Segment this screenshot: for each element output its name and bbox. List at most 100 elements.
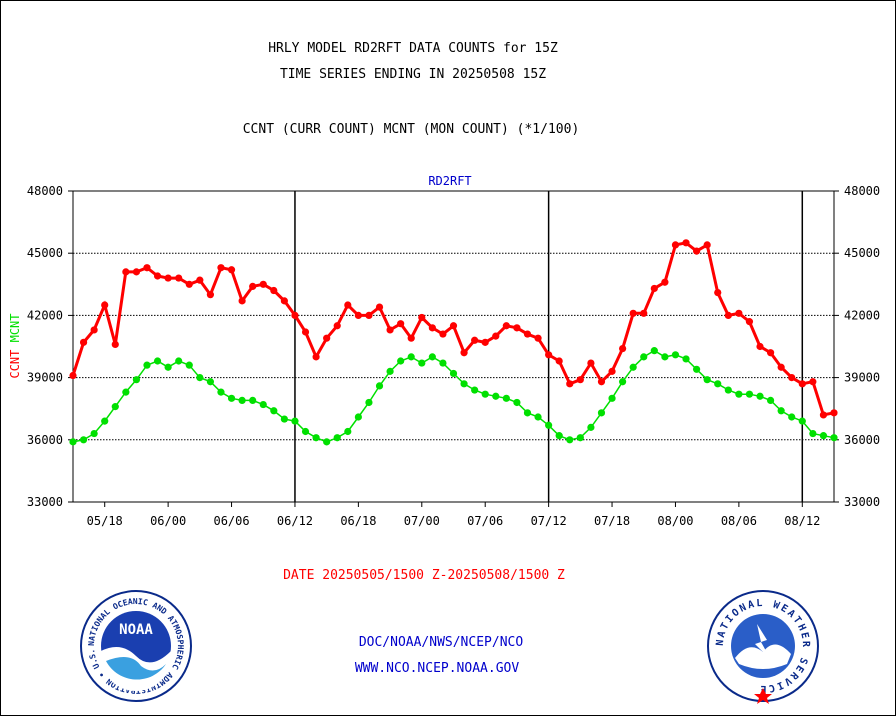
point-mcnt: [650, 347, 658, 355]
point-ccnt: [650, 284, 658, 293]
point-mcnt: [735, 390, 743, 398]
point-mcnt: [523, 409, 532, 417]
point-mcnt: [809, 429, 817, 438]
point-ccnt: [291, 311, 299, 319]
x-tick-label: 07/00: [404, 514, 440, 528]
y-tick-label-right: 39000: [844, 371, 880, 385]
point-mcnt: [502, 394, 510, 402]
point-ccnt: [629, 309, 637, 317]
point-ccnt: [227, 266, 236, 274]
point-mcnt: [153, 357, 162, 365]
point-mcnt: [164, 363, 172, 371]
chart-title-line1: HRLY MODEL RD2RFT DATA COUNTS for 15Z: [268, 41, 558, 56]
doc-noaa-link[interactable]: DOC/NOAA/NWS/NCEP/NCO: [359, 635, 524, 650]
point-mcnt: [132, 376, 141, 384]
point-mcnt: [830, 434, 838, 442]
y-tick-label-right: 45000: [844, 246, 880, 260]
point-ccnt: [344, 301, 352, 309]
point-mcnt: [460, 380, 468, 388]
point-mcnt: [386, 367, 394, 375]
y-tick-label-left: 42000: [27, 308, 63, 322]
point-ccnt: [756, 342, 764, 351]
y-tick-label-right: 48000: [844, 184, 880, 198]
y-tick-label-left: 36000: [27, 433, 63, 447]
point-ccnt: [249, 282, 257, 290]
point-ccnt: [523, 330, 532, 338]
y-tick-label-left: 39000: [27, 371, 63, 385]
point-ccnt: [428, 324, 436, 332]
point-ccnt: [788, 374, 796, 382]
point-mcnt: [354, 413, 362, 421]
point-mcnt: [629, 363, 637, 371]
point-mcnt: [344, 427, 352, 436]
x-tick-label: 08/06: [721, 514, 757, 528]
point-mcnt: [788, 413, 796, 421]
point-mcnt: [238, 396, 246, 405]
point-mcnt: [259, 400, 267, 409]
point-mcnt: [576, 434, 584, 442]
point-ccnt: [640, 309, 648, 317]
point-mcnt: [196, 374, 204, 382]
point-ccnt: [280, 297, 288, 305]
point-mcnt: [640, 353, 648, 361]
point-mcnt: [69, 438, 77, 446]
point-ccnt: [164, 274, 172, 282]
point-mcnt: [471, 386, 479, 394]
point-ccnt: [566, 380, 574, 388]
point-ccnt: [354, 311, 362, 319]
point-mcnt: [291, 417, 299, 425]
point-ccnt: [492, 332, 500, 340]
point-mcnt: [682, 355, 690, 363]
point-ccnt: [238, 297, 246, 305]
grid-lines: [73, 191, 834, 502]
point-ccnt: [69, 371, 77, 380]
point-mcnt: [534, 413, 542, 421]
point-mcnt: [217, 388, 225, 396]
point-mcnt: [513, 398, 521, 407]
chart-subtitle: CCNT (CURR COUNT) MCNT (MON COUNT) (*1/1…: [243, 122, 580, 137]
point-ccnt: [819, 411, 828, 419]
point-ccnt: [502, 322, 510, 330]
point-mcnt: [185, 361, 193, 369]
point-mcnt: [481, 390, 489, 398]
point-ccnt: [375, 303, 384, 311]
point-mcnt: [492, 392, 500, 400]
noaa-logo-text: NOAA: [119, 622, 153, 638]
point-ccnt: [439, 330, 447, 338]
point-mcnt: [597, 409, 606, 417]
point-mcnt: [90, 429, 98, 438]
point-mcnt: [206, 378, 215, 386]
point-ccnt: [143, 264, 151, 272]
point-mcnt: [714, 380, 722, 388]
nco-website-link[interactable]: WWW.NCO.NCEP.NOAA.GOV: [355, 661, 520, 676]
point-ccnt: [481, 338, 489, 346]
point-ccnt: [259, 280, 267, 288]
point-ccnt: [766, 349, 775, 357]
point-mcnt: [428, 353, 436, 361]
point-ccnt: [692, 247, 701, 255]
point-ccnt: [671, 241, 680, 249]
point-ccnt: [703, 241, 711, 249]
point-mcnt: [375, 382, 384, 390]
point-ccnt: [206, 291, 215, 299]
point-mcnt: [545, 421, 553, 429]
plot-title: RD2RFT: [428, 174, 471, 188]
plot-frame: [72, 190, 835, 503]
noaa-logo: NATIONAL OCEANIC AND ATMOSPHERIC ADMINIS…: [80, 590, 192, 702]
svg-text:CCNT MCNT: CCNT MCNT: [8, 313, 22, 378]
point-ccnt: [407, 334, 415, 342]
point-mcnt: [227, 394, 236, 402]
point-mcnt: [79, 436, 88, 444]
point-ccnt: [101, 301, 109, 309]
x-tick-label: 05/18: [87, 514, 123, 528]
point-ccnt: [830, 409, 838, 417]
point-ccnt: [175, 274, 183, 282]
x-tick-label: 06/00: [150, 514, 186, 528]
point-mcnt: [143, 361, 151, 369]
point-mcnt: [175, 357, 183, 365]
y-axis-label: CCNT MCNT: [8, 313, 22, 378]
point-mcnt: [661, 353, 669, 361]
x-tick-label: 08/12: [784, 514, 820, 528]
axes: 33000 33000 36000 36000 39000 39000 42000 42000…: [27, 184, 880, 528]
